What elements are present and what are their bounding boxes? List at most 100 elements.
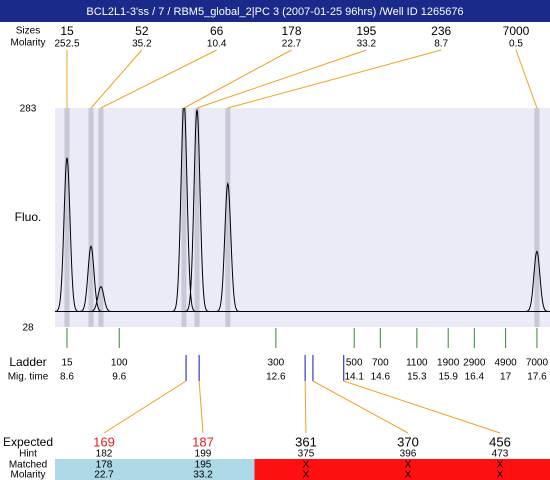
ladder-time: 15.3 — [407, 372, 427, 383]
peak-molarity: 35.2 — [132, 39, 152, 50]
peak — [521, 250, 550, 312]
title: BCL2L1-3'ss / 7 / RBM5_global_2|PC 3 (20… — [86, 6, 463, 18]
peak-connector — [196, 49, 367, 109]
matched-size: X — [497, 460, 504, 471]
peak-size: 7000 — [503, 24, 530, 38]
bottom-molarity-label: Molarity — [10, 470, 45, 480]
matched-molarity: X — [497, 470, 504, 480]
peak-connector — [100, 49, 217, 109]
ladder-time: 14.6 — [371, 372, 391, 383]
ladder-size: 500 — [346, 358, 363, 369]
peak-band — [88, 108, 94, 327]
expected-size: 169 — [93, 434, 115, 449]
peak-size: 236 — [431, 24, 451, 38]
ladder-time: 17 — [500, 372, 512, 383]
hint-size: 396 — [400, 449, 417, 460]
peak-band — [64, 108, 70, 327]
peak-molarity: 10.4 — [207, 39, 227, 50]
y-label: Fluo. — [15, 210, 42, 224]
ladder-size: 15 — [61, 358, 73, 369]
ladder-time: 14.1 — [344, 372, 364, 383]
hint-size: 182 — [96, 449, 113, 460]
ladder-size: 2900 — [463, 358, 486, 369]
ladder-size: 100 — [111, 358, 128, 369]
ladder-size: 1100 — [406, 358, 428, 369]
ladder-time: 17.6 — [527, 372, 547, 383]
peak-molarity: 33.2 — [357, 39, 377, 50]
ladder-size: 300 — [268, 358, 285, 369]
ladder-size: 700 — [372, 358, 389, 369]
matched-cell — [55, 459, 154, 480]
expected-connector — [312, 380, 409, 434]
peak-band — [225, 108, 231, 327]
ladder-label: Ladder — [9, 355, 46, 369]
peak — [212, 181, 243, 312]
peak-band — [534, 108, 540, 327]
peak-size: 15 — [60, 24, 74, 38]
peak — [55, 157, 82, 312]
sizes-label: Sizes — [16, 26, 40, 37]
peak-connector — [183, 49, 292, 109]
expected-label: Expected — [3, 435, 53, 449]
matched-size: X — [303, 460, 310, 471]
ladder-size: 7000 — [526, 358, 549, 369]
ladder-time: 12.6 — [266, 372, 286, 383]
peak-band — [194, 108, 200, 327]
expected-connector — [198, 380, 204, 434]
peak-molarity: 8.7 — [434, 39, 448, 50]
expected-connector — [103, 380, 187, 434]
matched-molarity: X — [303, 470, 310, 480]
peak-molarity: 252.5 — [54, 39, 79, 50]
hint-label: Hint — [19, 449, 37, 460]
expected-connector — [343, 380, 501, 434]
peak-molarity: 0.5 — [509, 39, 523, 50]
matched-size: 178 — [96, 460, 113, 471]
matched-label: Matched — [9, 460, 47, 471]
matched-size: X — [405, 460, 412, 471]
matched-cell — [357, 459, 454, 480]
peak-connector — [227, 49, 442, 109]
hint-size: 375 — [298, 449, 315, 460]
trace — [55, 108, 550, 313]
matched-cell — [454, 459, 550, 480]
matched-cell — [254, 459, 357, 480]
expected-size: 187 — [192, 434, 214, 449]
matched-molarity: 22.7 — [94, 470, 114, 480]
peak-connector — [515, 49, 538, 109]
title-bar — [0, 0, 550, 22]
matched-molarity: X — [405, 470, 412, 480]
peak — [76, 245, 106, 312]
matched-molarity: 33.2 — [193, 470, 213, 480]
matched-cell — [153, 459, 255, 480]
ladder-time: 9.6 — [112, 372, 126, 383]
plot-area — [55, 108, 550, 327]
ladder-time: 8.6 — [60, 372, 74, 383]
peak-size: 52 — [135, 24, 149, 38]
peak — [169, 108, 199, 312]
molarity-label: Molarity — [10, 38, 45, 49]
ladder-time: 15.9 — [438, 372, 458, 383]
peak-size: 178 — [281, 24, 301, 38]
peak — [85, 285, 116, 312]
expected-size: 370 — [397, 434, 419, 449]
ladder-size: 1900 — [437, 358, 460, 369]
ladder-size: 4900 — [494, 358, 517, 369]
peak-band — [98, 108, 104, 327]
hint-size: 199 — [195, 449, 212, 460]
peak-band — [181, 108, 187, 327]
peak-size: 195 — [356, 24, 376, 38]
hint-size: 473 — [492, 449, 509, 460]
ladder-time: 16.4 — [465, 372, 485, 383]
peak-connector — [90, 49, 143, 109]
expected-size: 456 — [489, 434, 511, 449]
matched-size: 195 — [195, 460, 212, 471]
y-tick-label: 283 — [20, 104, 37, 115]
y-tick-label: 28 — [22, 323, 34, 334]
expected-size: 361 — [295, 434, 317, 449]
mig-time-label: Mig. time — [8, 372, 49, 383]
peak-molarity: 22.7 — [282, 39, 302, 50]
expected-connector — [304, 380, 307, 434]
peak — [182, 109, 212, 312]
peak-size: 66 — [210, 24, 224, 38]
